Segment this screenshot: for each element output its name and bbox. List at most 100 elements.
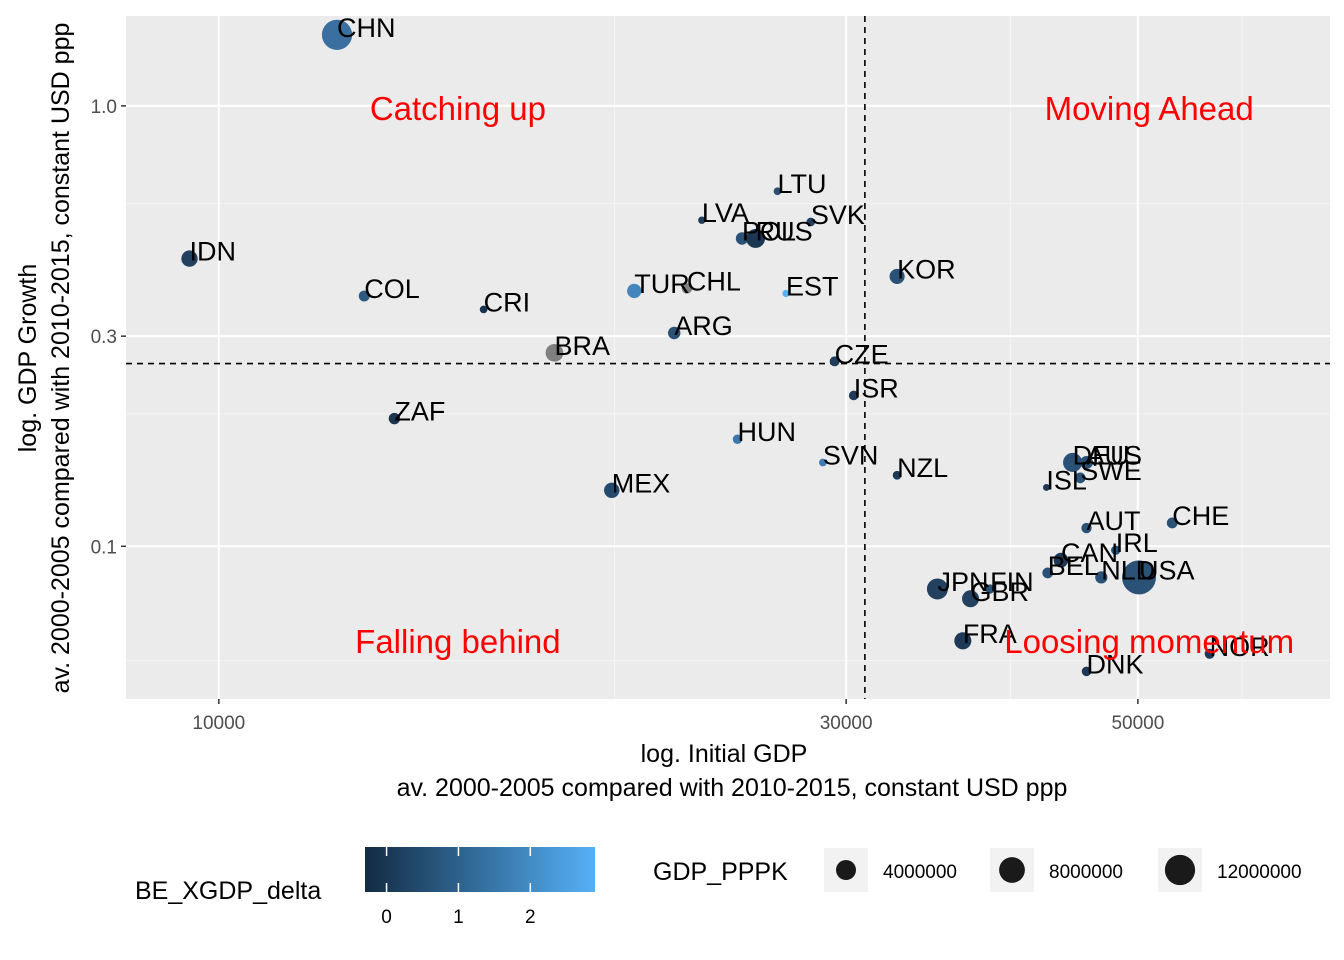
- point-svk: [806, 217, 816, 227]
- point-pol: [735, 232, 749, 245]
- point-label-svn: SVN: [823, 440, 879, 470]
- point-label-nor: NOR: [1210, 632, 1270, 662]
- point-hun: [732, 434, 743, 444]
- point-bel: [1042, 567, 1054, 579]
- y-tick-label: 0.3: [91, 327, 117, 348]
- size-legend-title: GDP_PPPK: [653, 858, 788, 886]
- data-points: [181, 19, 1215, 677]
- point-tur: [627, 283, 642, 299]
- point-label-bra: BRA: [554, 331, 610, 361]
- point-label-swe: SWE: [1080, 456, 1142, 486]
- point-label-aus: AUS: [1087, 440, 1143, 470]
- quadrant-label: Loosing momentum: [1004, 623, 1294, 660]
- x-tick-label: 10000: [192, 713, 245, 734]
- point-label-cri: CRI: [484, 287, 531, 317]
- point-aus: [1080, 455, 1094, 469]
- x-tick-label: 50000: [1111, 713, 1164, 734]
- size-key-label: 8000000: [1049, 862, 1123, 883]
- point-label-tur: TUR: [634, 269, 690, 299]
- point-nor: [1204, 648, 1215, 659]
- point-label-est: EST: [786, 271, 839, 301]
- point-label-cze: CZE: [835, 339, 889, 369]
- reference-lines: [126, 16, 1330, 699]
- point-idn: [181, 250, 198, 267]
- colorbar-tick-label: 2: [525, 907, 536, 928]
- x-tick-label: 30000: [820, 713, 873, 734]
- point-svn: [818, 458, 827, 467]
- point-gbr: [961, 590, 980, 608]
- x-axis-subtitle: av. 2000-2005 compared with 2010-2015, c…: [397, 774, 1068, 802]
- point-label-fin: FIN: [990, 567, 1034, 597]
- colorbar-ticks: 0 1 2: [381, 847, 536, 928]
- colorbar-tick-label: 1: [453, 907, 464, 928]
- y-tick-label: 0.1: [91, 537, 117, 558]
- point-ltu: [773, 187, 782, 196]
- point-label-can: CAN: [1061, 538, 1118, 568]
- point-label-jpn: JPN: [937, 567, 988, 597]
- point-label-col: COL: [364, 274, 420, 304]
- y-tick-label: 1.0: [91, 97, 117, 118]
- size-key-dot: [836, 860, 856, 880]
- point-label-fra: FRA: [963, 619, 1017, 649]
- point-label-nld: NLD: [1101, 555, 1155, 585]
- point-label-svk: SVK: [811, 200, 865, 230]
- point-label-pol: POL: [742, 216, 796, 246]
- point-zaf: [388, 412, 401, 425]
- point-swe: [1074, 472, 1086, 484]
- point-isl: [1042, 484, 1050, 491]
- size-legend: GDP_PPPK 4000000 8000000 12000000: [653, 848, 1302, 892]
- y-axis-ticks: 0.1 0.3 1.0: [91, 97, 126, 558]
- point-label-gbr: GBR: [971, 577, 1030, 607]
- point-chn: [321, 19, 353, 50]
- y-axis-title: log. GDP Growth: [14, 264, 42, 453]
- point-label-chl: CHL: [687, 266, 741, 296]
- quadrant-label: Catching up: [370, 90, 546, 127]
- point-label-nzl: NZL: [897, 453, 948, 483]
- point-isr: [848, 390, 859, 401]
- point-lva: [698, 216, 706, 224]
- x-axis-ticks: 10000 30000 50000: [192, 699, 1164, 734]
- colorbar-tick-label: 0: [381, 907, 392, 928]
- point-usa: [1122, 560, 1157, 595]
- color-legend: BE_XGDP_delta 0 1 2: [135, 847, 595, 928]
- point-label-ltu: LTU: [777, 169, 826, 199]
- point-label-aut: AUT: [1087, 506, 1141, 536]
- quadrant-label: Moving Ahead: [1045, 90, 1254, 127]
- point-label-irl: IRL: [1116, 528, 1158, 558]
- x-axis-title: log. Initial GDP: [641, 740, 808, 768]
- point-deu: [1063, 452, 1083, 473]
- point-can: [1053, 552, 1069, 568]
- point-dnk: [1081, 666, 1092, 677]
- point-fra: [954, 632, 972, 650]
- point-label-mex: MEX: [612, 468, 671, 498]
- point-label-rus: RUS: [756, 216, 813, 246]
- point-label-hun: HUN: [737, 417, 796, 447]
- grid-major: [126, 16, 1330, 699]
- point-aut: [1081, 522, 1092, 534]
- size-key-label: 12000000: [1217, 862, 1302, 883]
- point-label-usa: USA: [1139, 555, 1195, 585]
- color-legend-title: BE_XGDP_delta: [135, 877, 321, 905]
- grid-minor: [126, 16, 1330, 699]
- point-label-che: CHE: [1172, 501, 1229, 531]
- point-che: [1166, 517, 1178, 529]
- point-nld: [1095, 571, 1108, 584]
- point-bra: [545, 343, 564, 362]
- point-arg: [667, 326, 681, 340]
- point-est: [782, 289, 790, 298]
- point-irl: [1111, 545, 1121, 555]
- point-jpn: [926, 578, 948, 600]
- point-nzl: [892, 470, 902, 480]
- point-label-chn: CHN: [337, 13, 396, 43]
- point-kor: [889, 268, 905, 284]
- quadrant-labels: Catching up Moving Ahead Falling behind Loo…: [355, 90, 1294, 660]
- point-label-bel: BEL: [1048, 551, 1099, 581]
- point-rus: [746, 229, 766, 248]
- size-key-label: 4000000: [883, 862, 957, 883]
- point-label-idn: IDN: [190, 237, 237, 267]
- point-fin: [985, 584, 995, 594]
- point-label-kor: KOR: [897, 254, 956, 284]
- quadrant-label: Falling behind: [355, 623, 560, 660]
